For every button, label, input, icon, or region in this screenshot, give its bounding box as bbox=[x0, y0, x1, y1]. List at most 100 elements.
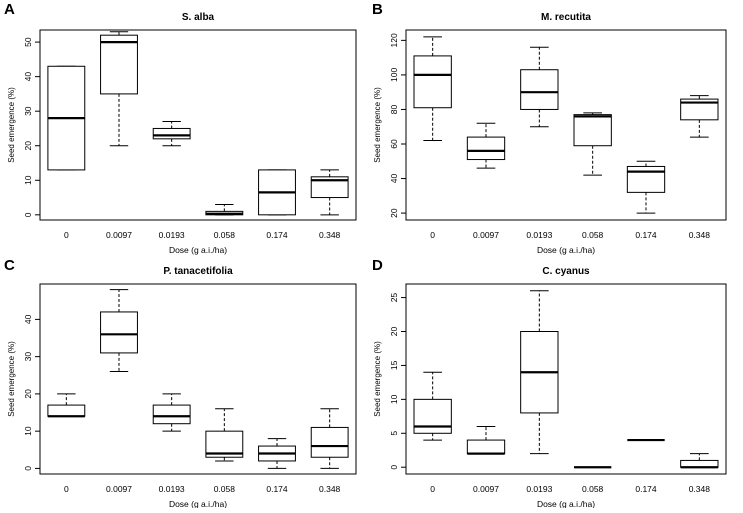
panel-title: M. recutita bbox=[541, 12, 591, 23]
box-iqr bbox=[573, 114, 612, 147]
panel-title: P. tanacetifolia bbox=[163, 266, 233, 277]
panel-letter: A bbox=[4, 1, 15, 18]
x-tick-label: 0.0097 bbox=[473, 484, 499, 494]
box-iqr bbox=[466, 439, 506, 455]
box-0.174 bbox=[258, 169, 296, 216]
x-tick-label: 0.174 bbox=[266, 484, 288, 494]
y-tick-label: 20 bbox=[389, 327, 399, 337]
x-tick-label: 0.174 bbox=[635, 484, 657, 494]
y-tick-label: 40 bbox=[23, 72, 33, 82]
y-tick-label: 10 bbox=[23, 426, 33, 436]
x-axis-label: Dose (g a.i./ha) bbox=[537, 499, 595, 508]
box-iqr bbox=[152, 127, 191, 140]
y-tick-label: 100 bbox=[389, 68, 399, 82]
y-tick-label: 0 bbox=[23, 212, 33, 217]
x-tick-label: 0.058 bbox=[582, 230, 604, 240]
x-tick-label: 0.0097 bbox=[473, 230, 499, 240]
y-tick-label: 0 bbox=[23, 466, 33, 471]
box-0.0097 bbox=[466, 122, 506, 169]
x-axis-label: Dose (g a.i./ha) bbox=[537, 245, 595, 255]
x-tick-label: 0 bbox=[430, 230, 435, 240]
y-tick-label: 10 bbox=[23, 175, 33, 185]
x-tick-label: 0.174 bbox=[635, 230, 657, 240]
box-0 bbox=[413, 36, 452, 142]
y-tick-label: 50 bbox=[23, 37, 33, 47]
box-0.058 bbox=[205, 203, 244, 216]
y-tick-label: 5 bbox=[389, 431, 399, 436]
y-tick-label: 20 bbox=[389, 208, 399, 218]
y-axis-label: Seed emergence (%) bbox=[7, 87, 16, 163]
box-0.348 bbox=[310, 408, 349, 469]
panel-letter: B bbox=[372, 1, 383, 18]
box-0.058 bbox=[205, 408, 244, 462]
box-0.0193 bbox=[520, 290, 559, 455]
box-iqr bbox=[680, 98, 719, 121]
box-0.174 bbox=[626, 160, 666, 214]
y-tick-label: 20 bbox=[23, 389, 33, 399]
box-iqr bbox=[626, 165, 666, 193]
x-tick-label: 0.0097 bbox=[106, 484, 132, 494]
x-tick-label: 0.0097 bbox=[106, 230, 132, 240]
y-tick-label: 120 bbox=[389, 33, 399, 47]
box-iqr bbox=[47, 404, 86, 417]
x-tick-label: 0.0193 bbox=[159, 230, 185, 240]
box-0.0097 bbox=[100, 31, 138, 147]
panel-a: A S. alba 0 10 20 30 40 50 Seed emergence (%) 0 0.… bbox=[4, 1, 357, 255]
x-tick-label: 0.348 bbox=[319, 230, 341, 240]
panel-letter: D bbox=[372, 257, 383, 274]
y-tick-label: 15 bbox=[389, 360, 399, 370]
box-0.0097 bbox=[100, 289, 138, 373]
box-iqr bbox=[466, 136, 506, 161]
box-iqr bbox=[413, 398, 452, 434]
box-0 bbox=[47, 65, 86, 171]
y-tick-label: 40 bbox=[389, 174, 399, 184]
y-tick-label: 25 bbox=[389, 293, 399, 303]
x-tick-label: 0.348 bbox=[689, 484, 711, 494]
box-0.0193 bbox=[152, 121, 191, 147]
x-axis-label: Dose (g a.i./ha) bbox=[169, 245, 227, 255]
plot-frame bbox=[39, 283, 357, 475]
x-tick-label: 0.0193 bbox=[526, 484, 552, 494]
box-iqr bbox=[413, 55, 452, 109]
x-tick-label: 0.348 bbox=[319, 484, 341, 494]
panel-title: S. alba bbox=[182, 12, 215, 23]
box-iqr bbox=[310, 176, 349, 199]
x-tick-label: 0.348 bbox=[689, 230, 711, 240]
y-axis-label: Seed emergence (%) bbox=[373, 87, 382, 163]
box-0.0193 bbox=[520, 46, 559, 128]
x-tick-label: 0 bbox=[64, 484, 69, 494]
x-tick-label: 0.0193 bbox=[159, 484, 185, 494]
box-0.0097 bbox=[466, 426, 506, 455]
panel-letter: C bbox=[4, 257, 15, 274]
y-tick-label: 60 bbox=[389, 139, 399, 149]
y-tick-label: 20 bbox=[23, 141, 33, 151]
x-tick-label: 0.174 bbox=[266, 230, 288, 240]
x-tick-label: 0.058 bbox=[214, 230, 236, 240]
box-0.348 bbox=[680, 95, 719, 138]
x-tick-label: 0.0193 bbox=[526, 230, 552, 240]
box-iqr bbox=[520, 69, 559, 110]
plot-frame bbox=[405, 29, 727, 221]
box-iqr bbox=[152, 404, 191, 425]
box-0.348 bbox=[680, 453, 719, 469]
panel-d: D C. cyanus 0 5 10 15 20 25 Seed emergence (%) 0 0… bbox=[372, 257, 727, 509]
panel-c: C P. tanacetifolia 0 10 20 30 40 Seed emergence… bbox=[4, 257, 357, 509]
y-tick-label: 10 bbox=[389, 394, 399, 404]
x-tick-label: 0 bbox=[430, 484, 435, 494]
y-tick-label: 30 bbox=[23, 106, 33, 116]
box-0 bbox=[47, 393, 86, 418]
plot-frame bbox=[405, 283, 727, 475]
panel-b: B M. recutita 20 40 60 80 100 120 Seed emergence… bbox=[372, 1, 727, 255]
box-0.174 bbox=[258, 438, 296, 469]
y-tick-label: 30 bbox=[23, 352, 33, 362]
box-0.348 bbox=[310, 169, 349, 216]
y-axis-label: Seed emergence (%) bbox=[7, 341, 16, 417]
box-0.058 bbox=[573, 112, 612, 176]
y-axis-label: Seed emergence (%) bbox=[373, 341, 382, 417]
box-0 bbox=[413, 371, 452, 441]
x-tick-label: 0 bbox=[64, 230, 69, 240]
y-tick-label: 80 bbox=[389, 104, 399, 114]
y-tick-label: 40 bbox=[23, 314, 33, 324]
